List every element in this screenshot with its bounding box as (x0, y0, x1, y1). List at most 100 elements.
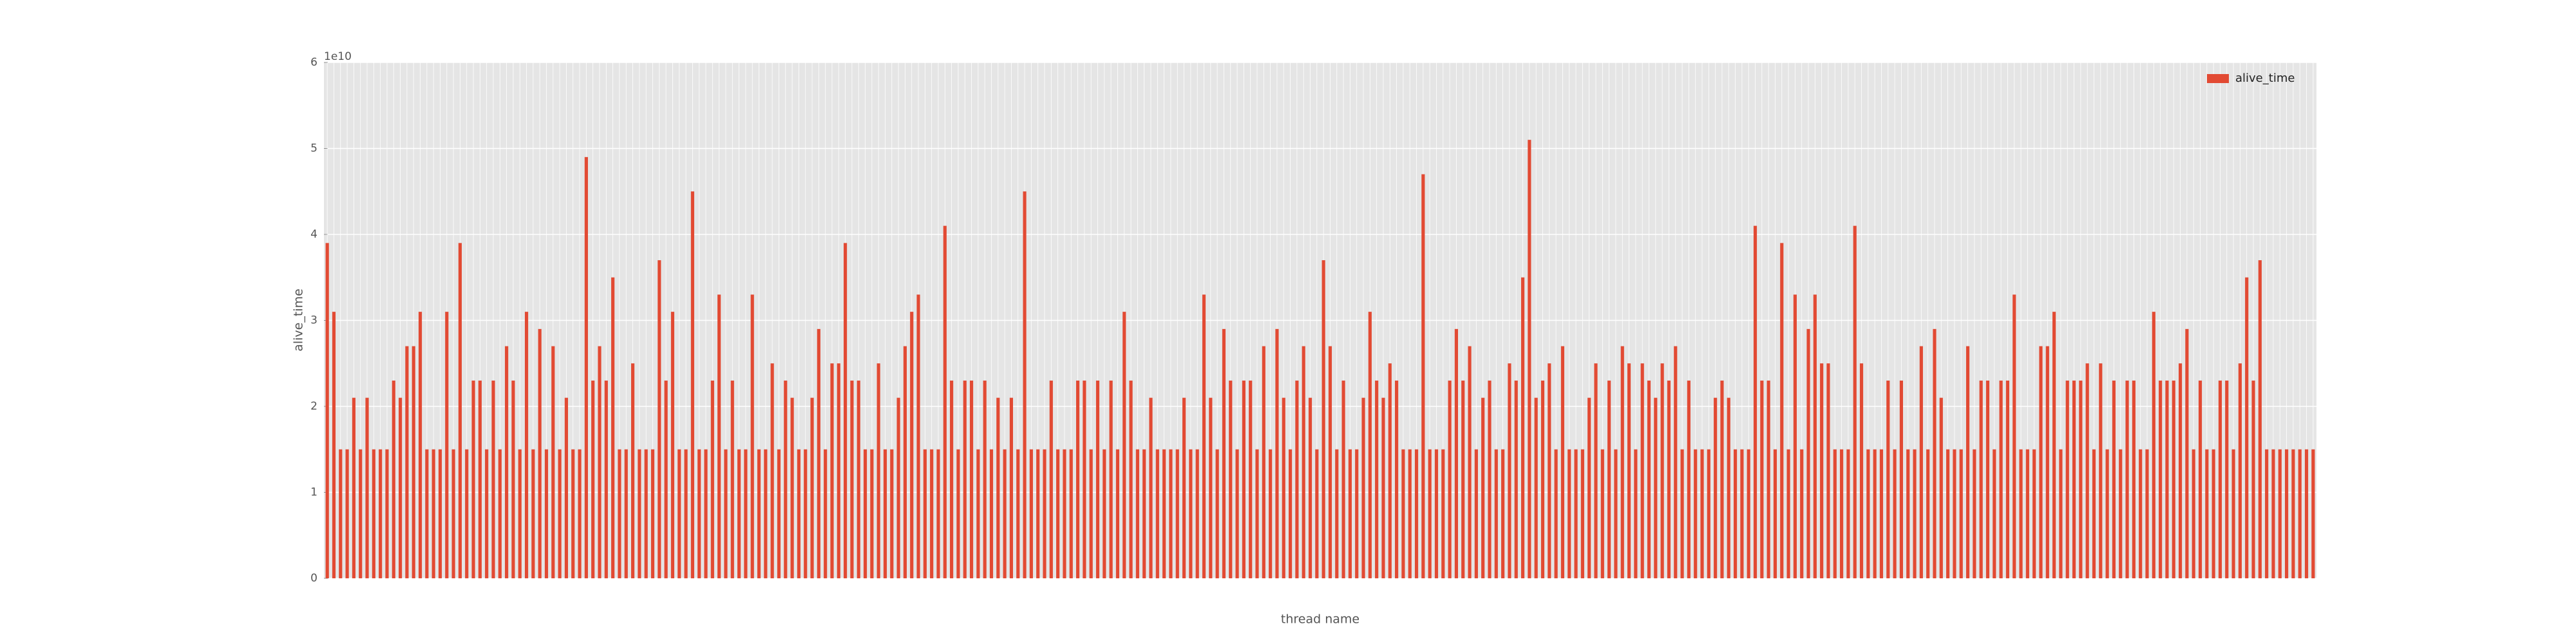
bar (2211, 449, 2215, 578)
bar (1149, 397, 1153, 578)
bar (1401, 449, 1405, 578)
bar (930, 449, 934, 578)
bar (1840, 449, 1844, 578)
bar (1175, 449, 1179, 578)
bar (2032, 449, 2036, 578)
bar (1813, 294, 1817, 578)
bar (710, 380, 714, 578)
bar (963, 380, 967, 578)
bar (1421, 174, 1425, 578)
y-tick-label: 5 (310, 142, 317, 155)
bar (578, 449, 582, 578)
bar (1494, 449, 1498, 578)
bar (359, 449, 363, 578)
bar (1554, 449, 1558, 578)
bar (1548, 363, 1551, 578)
bar (2185, 328, 2189, 578)
bar (1381, 397, 1385, 578)
bar (1361, 397, 1365, 578)
bar (1056, 449, 1060, 578)
bar (604, 380, 608, 578)
bar (690, 191, 694, 578)
bar (2039, 346, 2043, 578)
bar (1036, 449, 1040, 578)
bar (1859, 363, 1864, 578)
bar (2258, 260, 2262, 578)
bar (2298, 449, 2302, 578)
bar (1906, 449, 1910, 578)
bar (352, 397, 355, 578)
bar (1873, 449, 1877, 578)
bar (1999, 380, 2003, 578)
bar (1508, 363, 1511, 578)
bar (890, 449, 894, 578)
bar (1574, 449, 1578, 578)
bar (950, 380, 954, 578)
bar (903, 346, 907, 578)
bar (2105, 449, 2109, 578)
bar (392, 380, 395, 578)
bar (445, 312, 449, 578)
bar (1833, 449, 1837, 578)
bar (372, 449, 375, 578)
bar (1315, 449, 1319, 578)
bar (1979, 380, 1983, 578)
bar (1408, 449, 1412, 578)
bar (1195, 449, 1199, 578)
bar (345, 449, 349, 578)
bar (976, 449, 980, 578)
bar (1441, 449, 1445, 578)
bar (2139, 449, 2143, 578)
bar (2052, 312, 2056, 578)
y-axis-label: alive_time (292, 289, 306, 352)
bar (2178, 363, 2183, 578)
bar (1328, 346, 1332, 578)
bar (1063, 449, 1066, 578)
bar (478, 380, 482, 578)
bar (1289, 449, 1293, 578)
bar (399, 397, 402, 578)
bar (2125, 380, 2129, 578)
bar (1534, 397, 1538, 578)
legend-swatch (2207, 74, 2229, 83)
bar (2045, 346, 2049, 578)
bar (405, 346, 409, 578)
bar (1640, 363, 1644, 578)
bar (1913, 449, 1917, 578)
bar (1222, 328, 1226, 578)
bar (2005, 380, 2010, 578)
bar (339, 449, 343, 578)
bar (538, 328, 542, 578)
bar (618, 449, 621, 578)
bar (1182, 397, 1186, 578)
bar (923, 449, 927, 578)
bar (1255, 449, 1259, 578)
bar (1866, 449, 1870, 578)
bar (2132, 380, 2136, 578)
bar (1235, 449, 1239, 578)
bar (491, 380, 495, 578)
bar (2192, 449, 2195, 578)
bar (1468, 346, 1472, 578)
bar (1454, 328, 1459, 578)
bar (644, 449, 648, 578)
bar (412, 346, 415, 578)
bar (790, 397, 794, 578)
bar (916, 294, 920, 578)
bar (1714, 397, 1718, 578)
bar (1886, 380, 1890, 578)
bar (2198, 380, 2202, 578)
bar (1985, 380, 1990, 578)
bar (844, 243, 848, 579)
bar (1587, 397, 1591, 578)
bar (1202, 294, 1206, 578)
bar (1893, 449, 1897, 578)
bar (863, 449, 867, 578)
bar (1341, 380, 1345, 578)
bar (1600, 449, 1604, 578)
bar (1734, 449, 1738, 578)
legend-label: alive_time (2235, 71, 2295, 85)
bar (737, 449, 741, 578)
bar (425, 449, 429, 578)
bar (883, 449, 887, 578)
